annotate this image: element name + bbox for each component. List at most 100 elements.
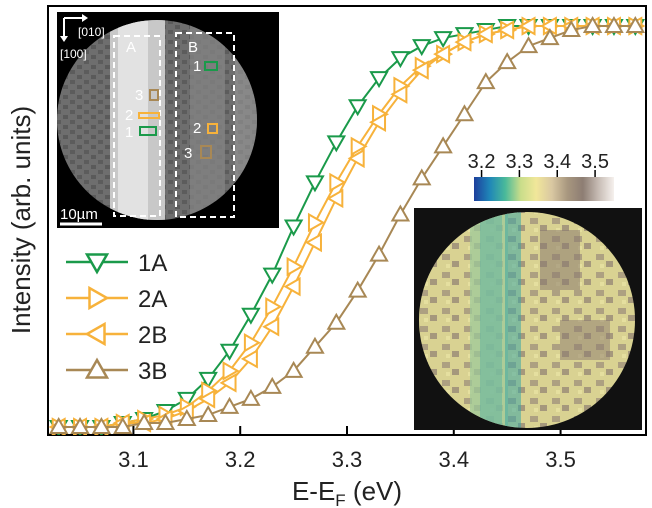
point-3B-2 [91, 416, 112, 434]
series-line-3B [58, 25, 636, 428]
point-3B-12 [305, 336, 325, 354]
legend-label-2A: 2A [138, 286, 167, 313]
point-3B-26 [604, 16, 624, 34]
point-1A-9 [241, 307, 261, 325]
point-3B-23 [540, 28, 560, 46]
point-3B-21 [497, 52, 517, 70]
point-3B-1 [70, 416, 90, 434]
marker-a1 [139, 126, 157, 136]
x-axis-title: E-EF (eV) [292, 476, 402, 508]
point-2A-13 [329, 172, 347, 193]
point-1A-16 [390, 51, 411, 69]
x-tick-label-2: 3.3 [332, 447, 363, 472]
legend-marker-2A [88, 285, 110, 311]
region-a-label: A [126, 39, 136, 56]
point-1A-17 [412, 39, 432, 57]
point-3B-18 [433, 136, 453, 154]
point-2A-14 [350, 136, 368, 157]
x-tick-label-4: 3.5 [545, 447, 576, 472]
x-tick-label-1: 3.2 [225, 447, 256, 472]
point-3B-6 [177, 408, 197, 426]
point-3B-16 [390, 204, 411, 222]
colorbar-tick-label-1: 3.3 [505, 151, 533, 173]
colorbar-tick-label-0: 3.2 [468, 151, 496, 173]
point-3B-14 [347, 280, 368, 298]
scale-bar-label: 10µm [60, 206, 98, 223]
series-line-2B [58, 25, 636, 428]
point-1A-15 [369, 71, 389, 89]
point-1A-14 [347, 99, 368, 117]
colorbar-tick-label-3: 3.5 [581, 151, 609, 173]
inset-microscopy-image: [010] [100] A B 3 2 1 1 2 3 10µm [57, 12, 279, 228]
point-1A-12 [305, 175, 325, 193]
legend-label-2B: 2B [138, 322, 167, 349]
point-1A-13 [326, 135, 347, 153]
point-2B-20 [475, 24, 493, 44]
legend: 1A 2A 2B 3B [66, 250, 167, 385]
point-3B-27 [625, 16, 646, 34]
point-1A-11 [283, 219, 304, 237]
marker-b1 [204, 61, 218, 71]
region-b-box [175, 32, 235, 218]
point-2A-9 [243, 333, 261, 353]
point-2A-10 [265, 296, 283, 317]
colorbar [474, 177, 614, 201]
marker-b2 [207, 123, 218, 134]
point-2B-12 [304, 232, 322, 253]
marker-a2-label: 2 [125, 107, 133, 124]
point-3B-9 [241, 388, 261, 406]
marker-a3 [149, 89, 159, 101]
point-3B-0 [48, 416, 69, 434]
inset-energy-map: 3.2 3.3 3.4 3.5 [414, 151, 642, 430]
legend-marker-2B [84, 321, 106, 347]
point-3B-11 [283, 360, 304, 378]
point-3B-4 [134, 412, 154, 430]
point-3B-8 [219, 396, 240, 414]
point-2B-17 [411, 60, 429, 80]
marker-b3 [200, 145, 212, 159]
point-2B-19 [454, 32, 472, 52]
point-3B-15 [369, 244, 389, 262]
marker-b1-label: 1 [193, 58, 201, 75]
point-3B-24 [561, 20, 581, 38]
marker-b2-label: 2 [193, 120, 201, 137]
point-3B-7 [198, 404, 218, 422]
point-1A-18 [433, 31, 453, 49]
colorbar-tick-label-2: 3.4 [543, 151, 571, 173]
point-2B-10 [262, 317, 280, 337]
point-2B-9 [240, 349, 258, 369]
series-layer [48, 16, 646, 435]
marker-a1-label: 1 [125, 124, 133, 141]
x-tick-label-0: 3.1 [118, 447, 149, 472]
point-3B-25 [582, 16, 603, 34]
point-2A-11 [286, 256, 304, 277]
point-3B-20 [476, 72, 496, 90]
point-1A-7 [198, 371, 218, 389]
point-2B-7 [198, 389, 216, 409]
point-1A-8 [219, 343, 240, 361]
direction-label-100: [100] [60, 47, 87, 61]
point-2B-22 [518, 16, 536, 36]
y-axis-title: Intensity (arb. units) [6, 106, 36, 334]
region-a-box [113, 35, 161, 217]
point-3B-5 [155, 412, 176, 430]
point-3B-3 [113, 416, 133, 434]
legend-label-3B: 3B [138, 358, 167, 385]
point-2B-8 [219, 373, 237, 393]
point-1A-10 [262, 267, 282, 285]
point-2B-15 [369, 112, 387, 132]
marker-a2 [138, 112, 160, 119]
legend-marker-3B [84, 357, 110, 379]
point-2B-21 [497, 20, 515, 40]
legend-marker-1A [84, 253, 110, 275]
point-3B-10 [262, 376, 282, 394]
marker-a3-label: 3 [135, 87, 143, 104]
point-3B-22 [518, 36, 539, 54]
point-3B-17 [412, 168, 432, 186]
point-2B-16 [390, 84, 408, 104]
point-2B-18 [433, 44, 451, 64]
point-3B-13 [326, 312, 347, 330]
direction-label-010: [010] [78, 25, 105, 39]
point-2B-13 [326, 188, 344, 209]
